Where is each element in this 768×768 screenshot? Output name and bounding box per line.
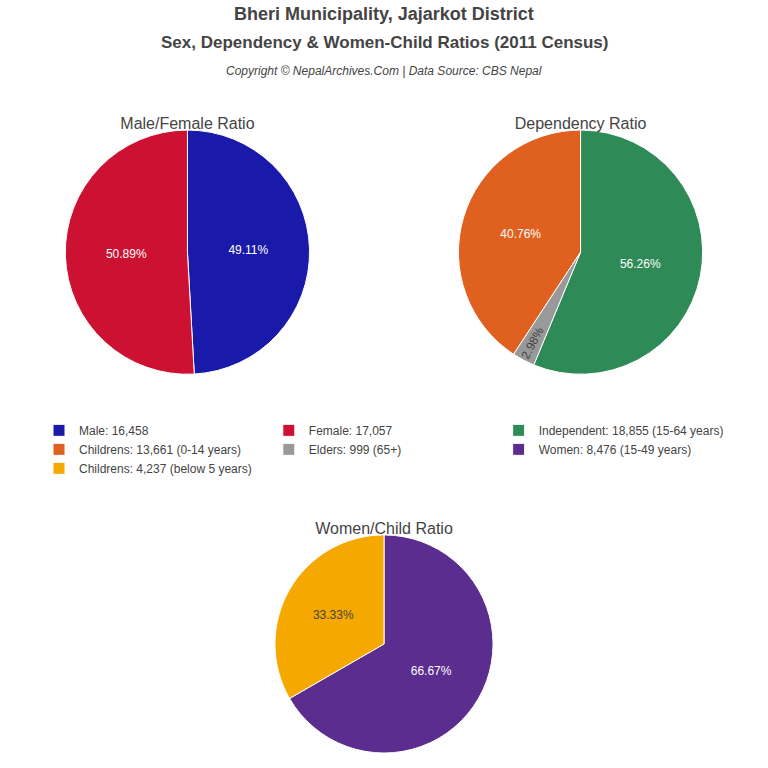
svg-text:Bheri Municipality, Jajarkot D: Bheri Municipality, Jajarkot District [234, 4, 534, 24]
svg-text:56.26%: 56.26% [620, 257, 661, 271]
svg-text:Copyright © NepalArchives.Com: Copyright © NepalArchives.Com | Data Sou… [226, 64, 542, 78]
svg-text:40.76%: 40.76% [500, 227, 541, 241]
svg-text:49.11%: 49.11% [228, 243, 268, 257]
svg-text:Childrens: 4,237 (below 5 year: Childrens: 4,237 (below 5 years) [79, 462, 252, 476]
svg-text:Women: 8,476 (15-49 years): Women: 8,476 (15-49 years) [539, 443, 692, 457]
svg-text:Childrens: 13,661 (0-14 years): Childrens: 13,661 (0-14 years) [79, 443, 241, 457]
svg-text:Dependency Ratio: Dependency Ratio [515, 115, 647, 132]
svg-text:Male: 16,458: Male: 16,458 [79, 424, 149, 438]
svg-text:Women/Child Ratio: Women/Child Ratio [315, 520, 453, 537]
svg-text:2.98%: 2.98% [518, 324, 546, 361]
svg-text:66.67%: 66.67% [411, 664, 452, 678]
svg-text:Independent: 18,855 (15-64 yea: Independent: 18,855 (15-64 years) [539, 424, 724, 438]
svg-text:Male/Female Ratio: Male/Female Ratio [120, 115, 254, 132]
svg-text:33.33%: 33.33% [313, 608, 354, 622]
svg-text:50.89%: 50.89% [106, 247, 147, 261]
svg-text:Sex, Dependency & Women-Child: Sex, Dependency & Women-Child Ratios (20… [161, 33, 608, 52]
svg-text:Elders: 999 (65+): Elders: 999 (65+) [309, 443, 401, 457]
svg-text:Female: 17,057: Female: 17,057 [309, 424, 393, 438]
